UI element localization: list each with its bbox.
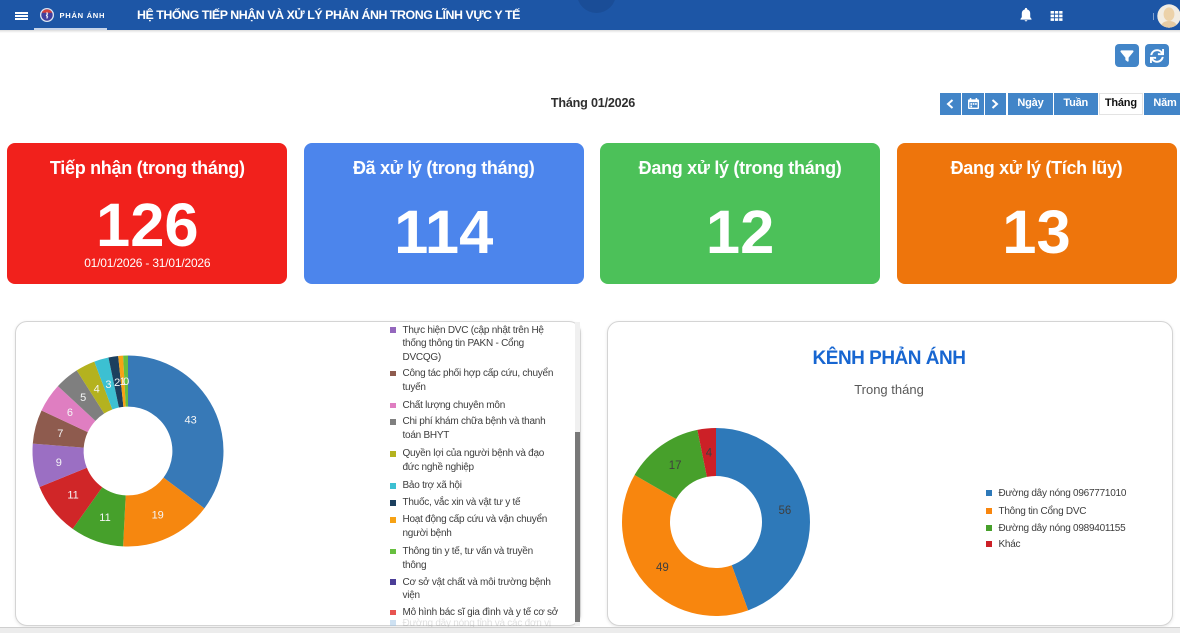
svg-text:4: 4 <box>94 383 100 395</box>
svg-text:5: 5 <box>80 392 86 404</box>
svg-text:2: 2 <box>114 377 120 389</box>
svg-text:4: 4 <box>706 447 713 459</box>
svg-text:17: 17 <box>669 460 682 472</box>
svg-text:11: 11 <box>67 489 78 501</box>
svg-text:49: 49 <box>656 562 669 574</box>
svg-text:19: 19 <box>152 509 164 521</box>
svg-text:1: 1 <box>120 376 126 388</box>
svg-text:56: 56 <box>779 505 792 517</box>
svg-text:0: 0 <box>123 376 129 388</box>
svg-text:3: 3 <box>105 379 111 391</box>
svg-text:9: 9 <box>56 457 62 469</box>
svg-text:43: 43 <box>184 415 196 427</box>
svg-text:7: 7 <box>57 428 63 440</box>
svg-text:6: 6 <box>67 407 73 419</box>
svg-text:11: 11 <box>99 512 110 524</box>
